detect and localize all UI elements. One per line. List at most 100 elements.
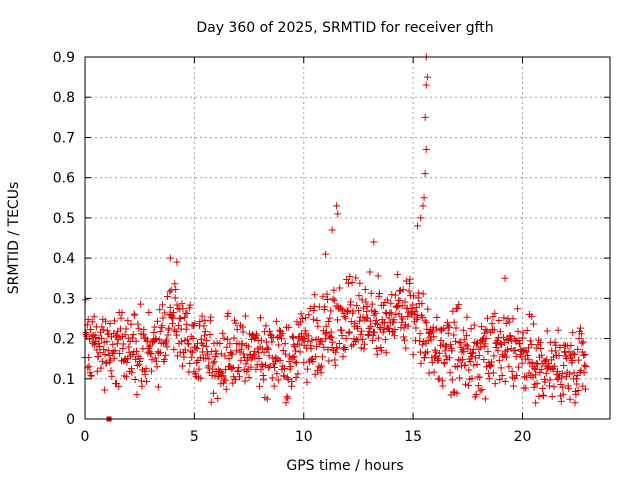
- data-point: [536, 339, 544, 347]
- data-point: [345, 328, 353, 336]
- data-point: [463, 331, 471, 339]
- data-point: [236, 373, 244, 381]
- data-point: [294, 370, 302, 378]
- data-point: [436, 349, 444, 357]
- data-point: [472, 391, 480, 399]
- x-tick-label: 15: [404, 429, 422, 445]
- data-point: [109, 348, 117, 356]
- data-point: [119, 340, 127, 348]
- data-point: [505, 363, 513, 371]
- data-point: [353, 302, 361, 310]
- data-point: [272, 354, 280, 362]
- data-point: [314, 322, 322, 330]
- data-point: [118, 309, 126, 317]
- data-point: [281, 365, 289, 373]
- data-point: [552, 341, 560, 349]
- data-point: [232, 319, 240, 327]
- data-point: [396, 297, 404, 305]
- data-point: [400, 324, 408, 332]
- data-point: [502, 347, 510, 355]
- data-point: [98, 323, 106, 331]
- data-point: [318, 353, 326, 361]
- data-point: [318, 362, 326, 370]
- data-point: [473, 340, 481, 348]
- data-point: [303, 365, 311, 373]
- data-point: [530, 364, 538, 372]
- data-point: [165, 324, 173, 332]
- data-point: [224, 335, 232, 343]
- data-point: [548, 393, 556, 401]
- data-point: [272, 317, 280, 325]
- x-tick-label: 0: [81, 429, 90, 445]
- data-point: [412, 324, 420, 332]
- data-point: [390, 316, 398, 324]
- data-point: [527, 340, 535, 348]
- data-point: [295, 340, 303, 348]
- data-point: [509, 315, 517, 323]
- data-point: [581, 361, 589, 369]
- data-point: [501, 274, 509, 282]
- data-point: [257, 336, 265, 344]
- data-point: [449, 307, 457, 315]
- x-tick-label: 5: [190, 429, 199, 445]
- data-point: [104, 346, 112, 354]
- data-point: [125, 348, 133, 356]
- data-point: [205, 362, 213, 370]
- data-point: [554, 367, 562, 375]
- data-point: [131, 311, 139, 319]
- data-point: [575, 335, 583, 343]
- data-point: [412, 304, 420, 312]
- data-point: [278, 329, 286, 337]
- data-point: [150, 329, 158, 337]
- data-point: [399, 315, 407, 323]
- data-point: [404, 322, 412, 330]
- data-point: [185, 304, 193, 312]
- data-point: [253, 361, 261, 369]
- data-point: [231, 375, 239, 383]
- data-point: [268, 338, 276, 346]
- data-point: [167, 286, 175, 294]
- data-point: [374, 272, 382, 280]
- data-point: [173, 301, 181, 309]
- data-point: [453, 389, 461, 397]
- data-point: [129, 331, 137, 339]
- data-point: [368, 300, 376, 308]
- data-point: [362, 298, 370, 306]
- data-point: [550, 383, 558, 391]
- data-point: [256, 382, 264, 390]
- data-point: [321, 303, 329, 311]
- data-point: [456, 374, 464, 382]
- data-point: [156, 306, 164, 314]
- data-point: [476, 387, 484, 395]
- data-point: [222, 385, 230, 393]
- data-point: [580, 369, 588, 377]
- data-point: [477, 343, 485, 351]
- data-point: [375, 334, 383, 342]
- data-point: [292, 347, 300, 355]
- data-point: [450, 331, 458, 339]
- data-point: [303, 378, 311, 386]
- data-point: [143, 377, 151, 385]
- data-point: [253, 332, 261, 340]
- data-point: [445, 323, 453, 331]
- data-point: [420, 194, 428, 202]
- data-point: [347, 317, 355, 325]
- y-tick-label: 0.5: [53, 211, 75, 227]
- data-point: [280, 372, 288, 380]
- data-point: [384, 296, 392, 304]
- y-tick-label: 0.3: [53, 291, 75, 307]
- data-point: [356, 279, 364, 287]
- data-point: [438, 326, 446, 334]
- data-point: [236, 348, 244, 356]
- data-point: [92, 334, 100, 342]
- data-point: [171, 294, 179, 302]
- data-point: [430, 333, 438, 341]
- data-point: [354, 307, 362, 315]
- data-point: [248, 331, 256, 339]
- data-point: [233, 326, 241, 334]
- data-point: [575, 356, 583, 364]
- y-tick-label: 0.4: [53, 251, 75, 267]
- data-point: [577, 367, 585, 375]
- data-point: [189, 334, 197, 342]
- data-point: [172, 286, 180, 294]
